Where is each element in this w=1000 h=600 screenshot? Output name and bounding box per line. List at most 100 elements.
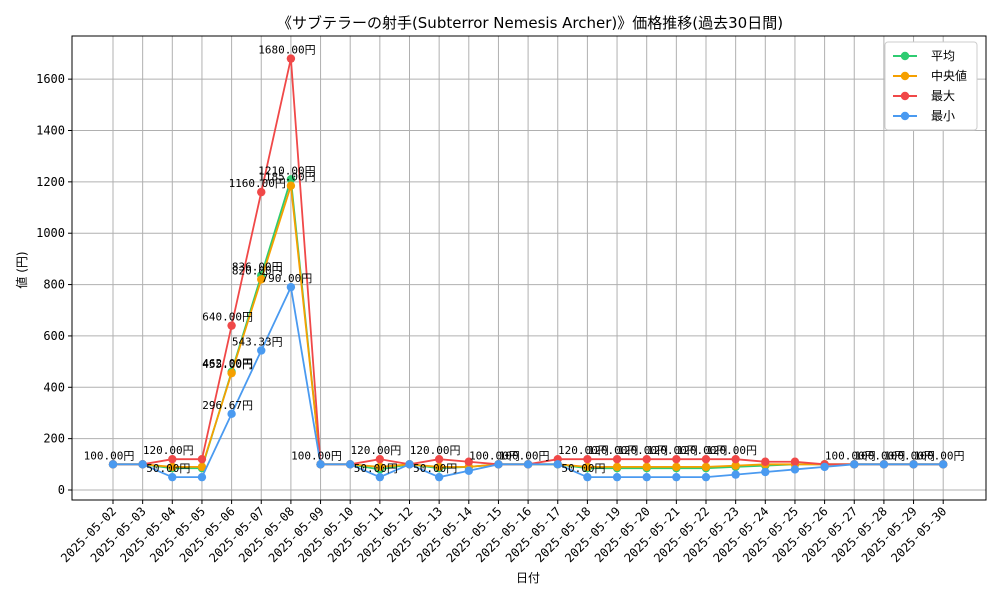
data-point: [257, 187, 266, 197]
data-point: [642, 462, 651, 472]
data-label: 790.00円: [262, 272, 313, 285]
data-point: [286, 181, 296, 190]
y-tick-label: 1400: [36, 124, 65, 138]
data-point: [850, 460, 859, 469]
legend-swatch-marker: [900, 71, 910, 81]
data-label: 836.00円: [232, 260, 283, 273]
data-label: 120.00円: [617, 444, 668, 457]
data-point: [701, 462, 711, 472]
data-label: 120.00円: [350, 444, 401, 457]
plot-frame: [71, 35, 987, 501]
data-point: [434, 472, 444, 482]
legend-swatch-marker: [900, 111, 910, 121]
data-point: [168, 472, 177, 482]
data-point: [286, 282, 296, 292]
data-label: 640.00円: [202, 311, 253, 324]
data-point: [642, 454, 651, 464]
y-tick-label: 1000: [36, 226, 65, 240]
grid: [72, 36, 986, 500]
y-tick-label: 600: [43, 329, 65, 343]
legend-box: [884, 41, 978, 131]
data-point: [583, 462, 592, 472]
data-point: [553, 460, 562, 469]
data-label: 100.00円: [825, 449, 876, 462]
data-point: [375, 454, 385, 464]
data-point: [257, 346, 266, 355]
data-point: [672, 472, 681, 482]
data-point: [346, 460, 355, 469]
data-label: 120.00円: [647, 444, 698, 457]
data-point: [761, 457, 770, 466]
data-label: 100.00円: [499, 449, 550, 462]
data-point: [286, 175, 296, 184]
y-tick-label: 1600: [36, 72, 65, 86]
data-label: 100.00円: [291, 449, 342, 462]
data-label: 100.00円: [84, 449, 135, 462]
legend-swatch-marker: [900, 91, 910, 101]
data-label: 1210.00円: [258, 164, 315, 177]
data-label: 120.00円: [410, 444, 461, 457]
data-label: 120.00円: [706, 444, 757, 457]
chart-title: 《サブテラーの射手(Subterror Nemesis Archer)》価格推移…: [277, 14, 783, 32]
legend-label: 平均: [931, 49, 955, 63]
data-point: [434, 462, 444, 472]
data-point: [672, 462, 681, 472]
data-label: 50.00円: [561, 462, 605, 475]
data-label: 100.00円: [884, 449, 935, 462]
data-label: 120.00円: [558, 444, 609, 457]
y-tick-label: 1200: [36, 175, 65, 189]
data-point: [375, 472, 385, 482]
y-tick-label: 0: [58, 483, 65, 497]
data-label: 50.00円: [413, 462, 457, 475]
data-point: [168, 462, 177, 472]
data-point: [197, 472, 207, 482]
data-label: 120.00円: [143, 444, 194, 457]
data-label: 455.00円: [202, 358, 253, 371]
data-point: [227, 321, 236, 330]
legend-label: 中央値: [931, 68, 967, 83]
data-point: [168, 454, 177, 464]
data-label: 100.00円: [914, 449, 965, 462]
data-label: 462.00円: [202, 357, 253, 370]
data-point: [494, 460, 503, 469]
data-label: 296.67円: [202, 399, 253, 412]
data-label: 1160.00円: [229, 177, 286, 190]
data-point: [375, 462, 385, 472]
data-point: [761, 467, 770, 477]
y-tick-label: 400: [43, 380, 65, 394]
data-point: [820, 462, 829, 472]
data-labels: 296.67円 543.33円 790.00円 640.00円 1160.00円 1680…: [84, 44, 965, 476]
data-label: 543.33円: [232, 335, 283, 348]
legend-label: 最小: [931, 109, 955, 123]
data-point: [257, 275, 266, 284]
data-point: [731, 454, 740, 464]
series-layer: [108, 54, 948, 482]
data-label: 120.00円: [588, 444, 639, 457]
data-point: [701, 472, 711, 482]
data-point: [612, 454, 622, 464]
data-point: [464, 457, 473, 466]
data-point: [405, 460, 414, 469]
data-point: [642, 472, 651, 482]
data-point: [612, 462, 622, 472]
y-tick-label: 200: [43, 432, 65, 446]
legend-label: 最大: [931, 89, 955, 103]
data-label: 100.00円: [855, 449, 906, 462]
data-point: [434, 454, 444, 464]
data-point: [672, 454, 681, 464]
data-point: [227, 409, 236, 419]
data-label: 100.00円: [469, 449, 520, 462]
data-label: 1185.00円: [258, 171, 315, 184]
data-point: [227, 368, 236, 378]
data-point: [612, 472, 622, 482]
data-point: [286, 54, 296, 63]
x-axis-label: 日付: [516, 571, 540, 585]
data-point: [939, 460, 948, 469]
y-tick-label: 800: [43, 278, 65, 292]
data-label: 120.00円: [677, 444, 728, 457]
data-point: [197, 462, 207, 472]
data-label: 820.00円: [232, 264, 283, 277]
data-label: 1680.00円: [258, 44, 315, 57]
data-point: [523, 460, 533, 469]
